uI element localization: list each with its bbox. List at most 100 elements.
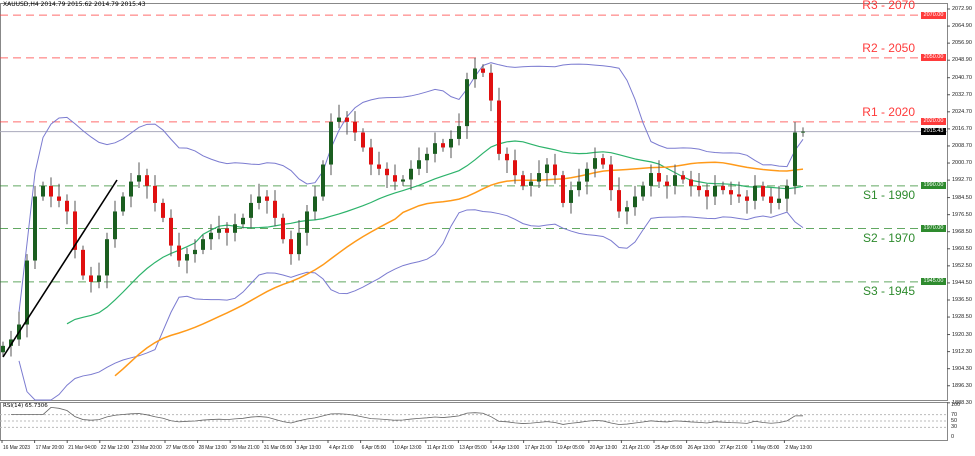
candle-body bbox=[1, 345, 5, 353]
candle-body bbox=[761, 185, 765, 197]
x-tick-label: 22 Mar 12:00 bbox=[100, 445, 130, 451]
candle-body bbox=[265, 196, 269, 201]
candle-body bbox=[89, 275, 93, 282]
candle-body bbox=[193, 249, 197, 255]
x-tick-label: 4 Apr 21:00 bbox=[329, 445, 354, 451]
candle-body bbox=[449, 138, 453, 148]
candle-body bbox=[529, 181, 533, 186]
candle-body bbox=[753, 185, 757, 201]
y-tick-label: 2040.70 bbox=[952, 74, 972, 81]
candle-body bbox=[57, 196, 61, 201]
candle-body bbox=[409, 168, 413, 180]
candle-body bbox=[665, 181, 669, 186]
y-tick-label: 1960.50 bbox=[952, 245, 972, 252]
x-tick-label: 11 Apr 21:00 bbox=[426, 445, 454, 451]
level-label: R2 - 2050 bbox=[862, 40, 915, 55]
y-tick-label: 2064.90 bbox=[952, 23, 972, 30]
candle-body bbox=[417, 160, 421, 169]
candle-body bbox=[521, 175, 525, 186]
candle-body bbox=[353, 121, 357, 133]
level-label: S2 - 1970 bbox=[862, 230, 915, 245]
x-tick-label: 16 Mar 2023 bbox=[3, 445, 30, 451]
candle-body bbox=[593, 158, 597, 169]
candle-body bbox=[49, 185, 53, 197]
candle-body bbox=[297, 232, 301, 255]
candle-body bbox=[425, 153, 429, 161]
candle-body bbox=[793, 132, 797, 186]
moving-average-slow bbox=[114, 161, 804, 377]
candle-body bbox=[41, 185, 45, 197]
candle-body bbox=[25, 260, 29, 325]
candle-body bbox=[345, 117, 349, 122]
x-tick-label: 28 Mar 13:00 bbox=[198, 445, 227, 451]
candle-body bbox=[473, 68, 477, 80]
candle-body bbox=[305, 211, 309, 233]
bollinger-lower-band bbox=[18, 209, 804, 401]
candle-body bbox=[153, 185, 157, 203]
candle-body bbox=[73, 211, 77, 250]
candle-body bbox=[745, 196, 749, 201]
candle-body bbox=[737, 194, 741, 197]
rsi-tick-label: 70 bbox=[951, 411, 958, 418]
candle-body bbox=[537, 173, 541, 182]
y-tick-label: 1896.30 bbox=[952, 382, 972, 389]
level-label: R1 - 2020 bbox=[862, 104, 915, 119]
candle-body bbox=[313, 196, 317, 212]
y-tick-label: 2016.70 bbox=[952, 125, 972, 132]
candle-body bbox=[401, 179, 405, 182]
candle-body bbox=[769, 196, 773, 203]
y-tick-label: 2000.70 bbox=[952, 160, 972, 167]
candle-body bbox=[33, 196, 37, 261]
candle-body bbox=[169, 217, 173, 246]
candle-body bbox=[233, 224, 237, 233]
candle-body bbox=[329, 121, 333, 165]
x-tick-label: 1 May 05:00 bbox=[752, 445, 780, 451]
rsi-tick-label: 30 bbox=[951, 424, 958, 431]
candle-body bbox=[185, 254, 189, 261]
y-tick-label: 1992.70 bbox=[952, 177, 972, 184]
candle-body bbox=[569, 190, 573, 203]
candle-body bbox=[481, 68, 485, 73]
candle-body bbox=[281, 217, 285, 240]
main-panel-frame bbox=[0, 3, 948, 401]
rsi-title: RSI(14) 65.7306 bbox=[3, 403, 48, 409]
candle-body bbox=[321, 164, 325, 197]
y-tick-label: 2056.90 bbox=[952, 40, 972, 47]
candle-body bbox=[561, 175, 565, 203]
candle-body bbox=[545, 164, 549, 174]
x-tick-label: 26 Apr 13:00 bbox=[687, 445, 715, 451]
candle-body bbox=[489, 72, 493, 101]
y-tick-label: 1968.50 bbox=[952, 228, 972, 235]
candle-body bbox=[129, 181, 133, 197]
rsi-tick-label: 0 bbox=[951, 434, 955, 440]
level-label: R3 - 2070 bbox=[862, 0, 915, 13]
y-tick-label: 2032.70 bbox=[952, 91, 972, 98]
y-tick-label: 1928.50 bbox=[952, 314, 972, 321]
candle-body bbox=[209, 232, 213, 240]
x-tick-label: 27 Apr 21:00 bbox=[720, 445, 748, 451]
candle-body bbox=[81, 249, 85, 276]
level-price-tag: 2050.00 bbox=[921, 54, 946, 62]
candle-body bbox=[785, 185, 789, 199]
candle-body bbox=[681, 175, 685, 180]
candle-body bbox=[497, 100, 501, 154]
y-tick-label: 1904.30 bbox=[952, 365, 972, 372]
x-tick-label: 14 Apr 13:00 bbox=[492, 445, 520, 451]
chart-title: XAUUSD,H4 2014.79 2015.62 2014.79 2015.4… bbox=[3, 1, 146, 8]
candle-body bbox=[689, 179, 693, 186]
y-tick-label: 2048.90 bbox=[952, 57, 972, 64]
trendline bbox=[2, 179, 118, 358]
x-tick-label: 21 Apr 21:00 bbox=[622, 445, 650, 451]
moving-average-fast bbox=[66, 140, 804, 325]
level-price-tag: 2070.00 bbox=[921, 11, 946, 19]
candle-body bbox=[377, 164, 381, 169]
y-tick-label: 2024.70 bbox=[952, 108, 972, 115]
y-tick-label: 1888.30 bbox=[952, 399, 972, 406]
candle-body bbox=[145, 175, 149, 186]
x-tick-label: 29 Mar 21:00 bbox=[231, 445, 260, 451]
candle-body bbox=[177, 245, 181, 261]
candle-body bbox=[65, 200, 69, 212]
candle-body bbox=[393, 175, 397, 182]
candle-body bbox=[697, 185, 701, 191]
